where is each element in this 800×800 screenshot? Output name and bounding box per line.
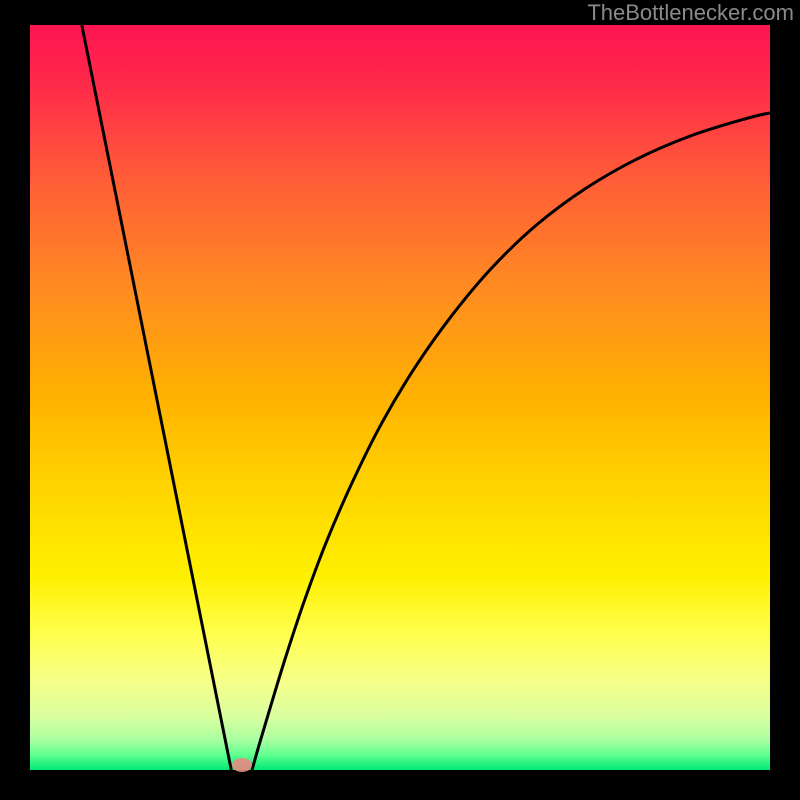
right-ascent-curve xyxy=(252,113,770,770)
plot-area xyxy=(30,25,770,770)
watermark-text: TheBottlenecker.com xyxy=(587,0,794,26)
minimum-marker xyxy=(232,758,252,772)
curve-layer xyxy=(30,25,770,770)
chart-container: TheBottlenecker.com xyxy=(0,0,800,800)
left-descent-line xyxy=(82,25,231,770)
